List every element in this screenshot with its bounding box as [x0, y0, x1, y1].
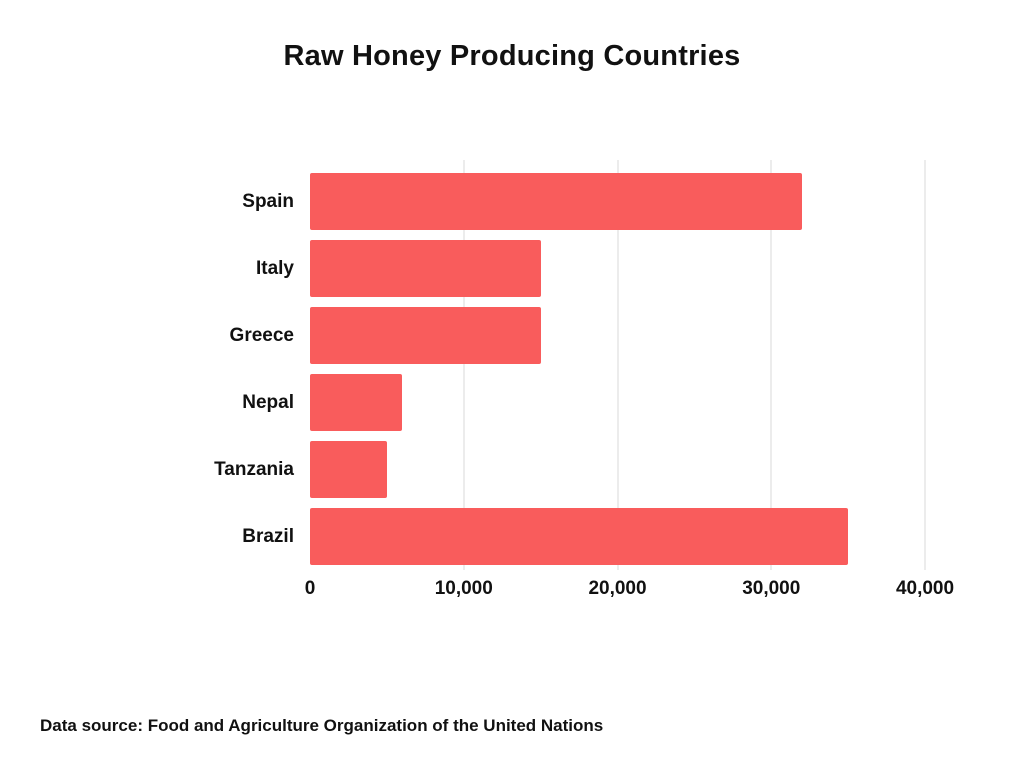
x-tick-label: 10,000	[434, 578, 493, 599]
bar-track	[310, 441, 925, 498]
gridlines	[310, 160, 926, 570]
bar-chart: Spain Italy Greece Nepal Tanzania Brazil	[0, 168, 925, 570]
bar-track	[310, 307, 925, 364]
bar	[310, 441, 387, 498]
x-tick-label: 0	[304, 578, 316, 599]
gridline	[770, 160, 773, 570]
category-label: Italy	[255, 257, 294, 279]
category-label: Tanzania	[214, 458, 294, 480]
x-tick-label: 40,000	[895, 578, 955, 599]
chart-row: Italy	[0, 235, 925, 302]
data-source-note: Data source: Food and Agriculture Organi…	[40, 716, 604, 735]
bar	[310, 307, 541, 364]
category-label: Spain	[242, 190, 294, 212]
bar	[310, 173, 802, 230]
x-tick-label: 30,000	[742, 578, 801, 599]
bar-track	[310, 240, 925, 297]
chart-row: Greece	[0, 302, 925, 369]
chart-row: Spain	[0, 168, 925, 235]
chart-row: Nepal	[0, 369, 925, 436]
gridline	[924, 160, 926, 570]
chart-title: Raw Honey Producing Countries	[283, 40, 741, 72]
gridline	[616, 160, 619, 570]
category-label: Brazil	[242, 525, 294, 547]
chart-row: Tanzania	[0, 436, 925, 503]
chart-row: Brazil	[0, 503, 925, 570]
x-tick-label: 20,000	[588, 578, 647, 599]
bar-track	[310, 173, 925, 230]
gridline	[462, 160, 465, 570]
bar	[310, 508, 849, 565]
x-axis: 0 10,000 20,000 30,000 40,000	[305, 578, 954, 602]
bar	[310, 240, 541, 297]
bar	[310, 374, 403, 431]
bar-track	[310, 508, 925, 565]
category-label: Nepal	[242, 391, 294, 413]
bar-track	[310, 374, 925, 431]
category-label: Greece	[229, 324, 294, 346]
